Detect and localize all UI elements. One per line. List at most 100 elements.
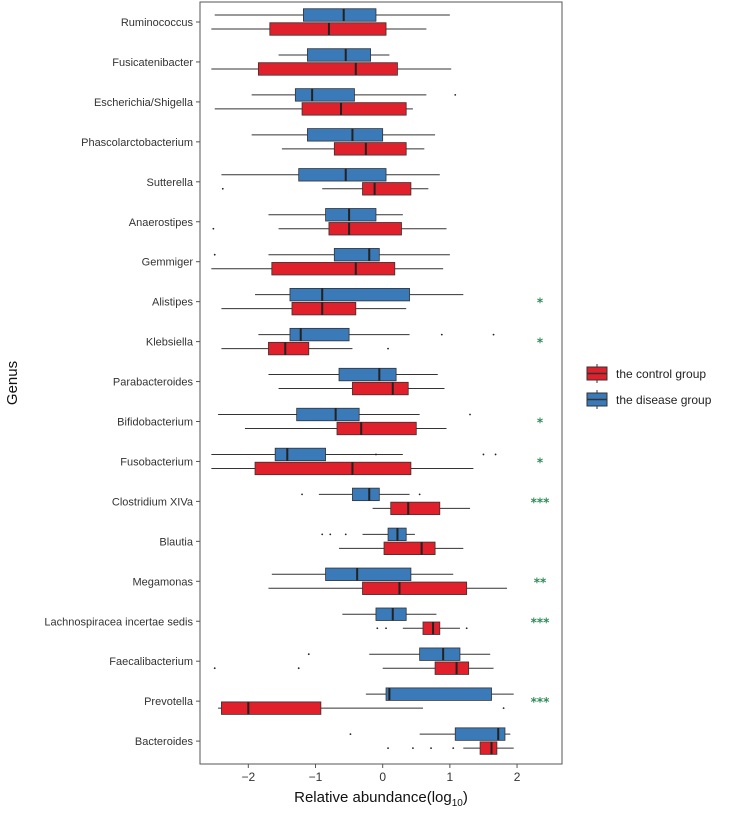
genus-label: Anaerostipes bbox=[129, 217, 194, 229]
disease-box bbox=[419, 647, 461, 661]
control-box bbox=[301, 102, 407, 116]
control-box bbox=[390, 501, 441, 516]
control-box bbox=[271, 262, 396, 276]
genus-label: Bifidobacterium bbox=[117, 417, 193, 429]
disease-box bbox=[333, 248, 380, 262]
genus-label: Clostridium XIVa bbox=[112, 496, 194, 508]
control-box bbox=[333, 142, 407, 156]
significance-marker: *** bbox=[531, 695, 551, 709]
genus-label: Sutterella bbox=[147, 177, 194, 189]
control-outlier bbox=[221, 187, 224, 190]
legend: the control group the disease group bbox=[586, 364, 712, 409]
control-outlier bbox=[502, 707, 505, 710]
genus-row bbox=[211, 8, 450, 36]
disease-outlier bbox=[375, 453, 377, 456]
control-outlier bbox=[212, 227, 215, 230]
control-box bbox=[269, 22, 387, 36]
genus-row bbox=[321, 527, 464, 555]
significance-marker: ** bbox=[534, 575, 547, 589]
y-axis-title: Genus bbox=[4, 361, 21, 405]
genus-row bbox=[211, 248, 450, 276]
control-box bbox=[268, 341, 310, 356]
gridlines bbox=[196, 21, 200, 742]
disease-outlier bbox=[301, 493, 303, 496]
disease-outlier bbox=[418, 493, 421, 496]
legend-label-control: the control group bbox=[616, 367, 706, 381]
control-outlier bbox=[412, 747, 414, 749]
significance-marker: *** bbox=[531, 615, 551, 629]
control-box bbox=[352, 381, 409, 396]
genus-row bbox=[221, 168, 440, 196]
control-outlier bbox=[387, 347, 389, 350]
control-outlier bbox=[387, 747, 389, 749]
control-box bbox=[336, 421, 417, 436]
disease-box bbox=[385, 687, 492, 701]
x-axis: −2 −1 0 1 2 bbox=[241, 764, 521, 784]
disease-outlier bbox=[321, 533, 324, 536]
disease-box bbox=[303, 8, 377, 22]
disease-outlier bbox=[440, 333, 443, 336]
disease-box bbox=[298, 168, 387, 182]
genus-row: ** bbox=[268, 567, 547, 595]
legend-label-disease: the disease group bbox=[616, 393, 712, 407]
disease-outlier bbox=[469, 413, 471, 416]
control-box bbox=[254, 461, 412, 476]
control-box bbox=[328, 222, 402, 236]
box-marks: *************** bbox=[211, 8, 551, 755]
genus-label: Fusobacterium bbox=[120, 456, 193, 468]
genus-label: Fusicatenibacter bbox=[112, 57, 193, 69]
significance-marker: * bbox=[537, 296, 544, 310]
control-outlier bbox=[465, 627, 468, 630]
control-box bbox=[257, 62, 398, 76]
legend-key-control bbox=[586, 364, 608, 383]
control-box bbox=[221, 701, 322, 715]
genus-label: Phascolarctobacterium bbox=[81, 137, 193, 149]
x-tick-label: 0 bbox=[379, 770, 386, 784]
genus-row: *** bbox=[301, 487, 551, 516]
control-outlier bbox=[376, 627, 379, 630]
control-outlier bbox=[385, 627, 387, 630]
genus-label: Alistipes bbox=[152, 297, 193, 309]
control-box bbox=[291, 301, 357, 316]
disease-box bbox=[454, 727, 506, 741]
x-axis-title: Relative abundance(log10) bbox=[294, 789, 468, 809]
genus-row bbox=[213, 647, 494, 675]
genus-label: Ruminococcus bbox=[121, 17, 194, 29]
genus-label: Blautia bbox=[159, 536, 194, 548]
disease-box bbox=[289, 287, 410, 302]
genus-label: Bacteroides bbox=[135, 736, 194, 748]
genus-label: Megamonas bbox=[132, 576, 193, 588]
genus-label: Klebsiella bbox=[146, 337, 194, 349]
disease-box bbox=[325, 567, 412, 581]
control-outlier bbox=[213, 667, 216, 670]
genus-row bbox=[251, 128, 436, 156]
genus-label: Faecalibacterium bbox=[109, 656, 193, 668]
genus-row: * bbox=[221, 327, 544, 356]
disease-outlier bbox=[307, 653, 310, 656]
disease-box bbox=[307, 48, 371, 62]
control-outlier bbox=[430, 747, 432, 749]
genus-label: Parabacteroides bbox=[113, 377, 194, 389]
disease-outlier bbox=[344, 533, 347, 536]
significance-marker: *** bbox=[531, 495, 551, 509]
control-box bbox=[434, 661, 470, 675]
significance-marker: * bbox=[537, 455, 544, 469]
disease-outlier bbox=[482, 453, 485, 456]
control-box bbox=[362, 182, 412, 196]
genus-label: Prevotella bbox=[144, 696, 194, 708]
genus-row: * bbox=[218, 407, 544, 436]
control-box bbox=[422, 621, 441, 635]
disease-box bbox=[338, 367, 397, 382]
genus-labels: Ruminococcus Fusicatenibacter Escherichia/… bbox=[44, 17, 193, 748]
genus-row bbox=[212, 208, 447, 236]
x-tick-label: −1 bbox=[309, 770, 323, 784]
control-box bbox=[362, 581, 468, 595]
significance-marker: * bbox=[537, 416, 544, 430]
genus-row bbox=[214, 88, 457, 116]
disease-box bbox=[289, 327, 350, 342]
disease-outlier bbox=[349, 733, 352, 735]
x-tick-label: 1 bbox=[447, 770, 454, 784]
genus-label: Lachnospiracea incertae sedis bbox=[44, 616, 193, 628]
genus-row: * bbox=[221, 287, 544, 316]
